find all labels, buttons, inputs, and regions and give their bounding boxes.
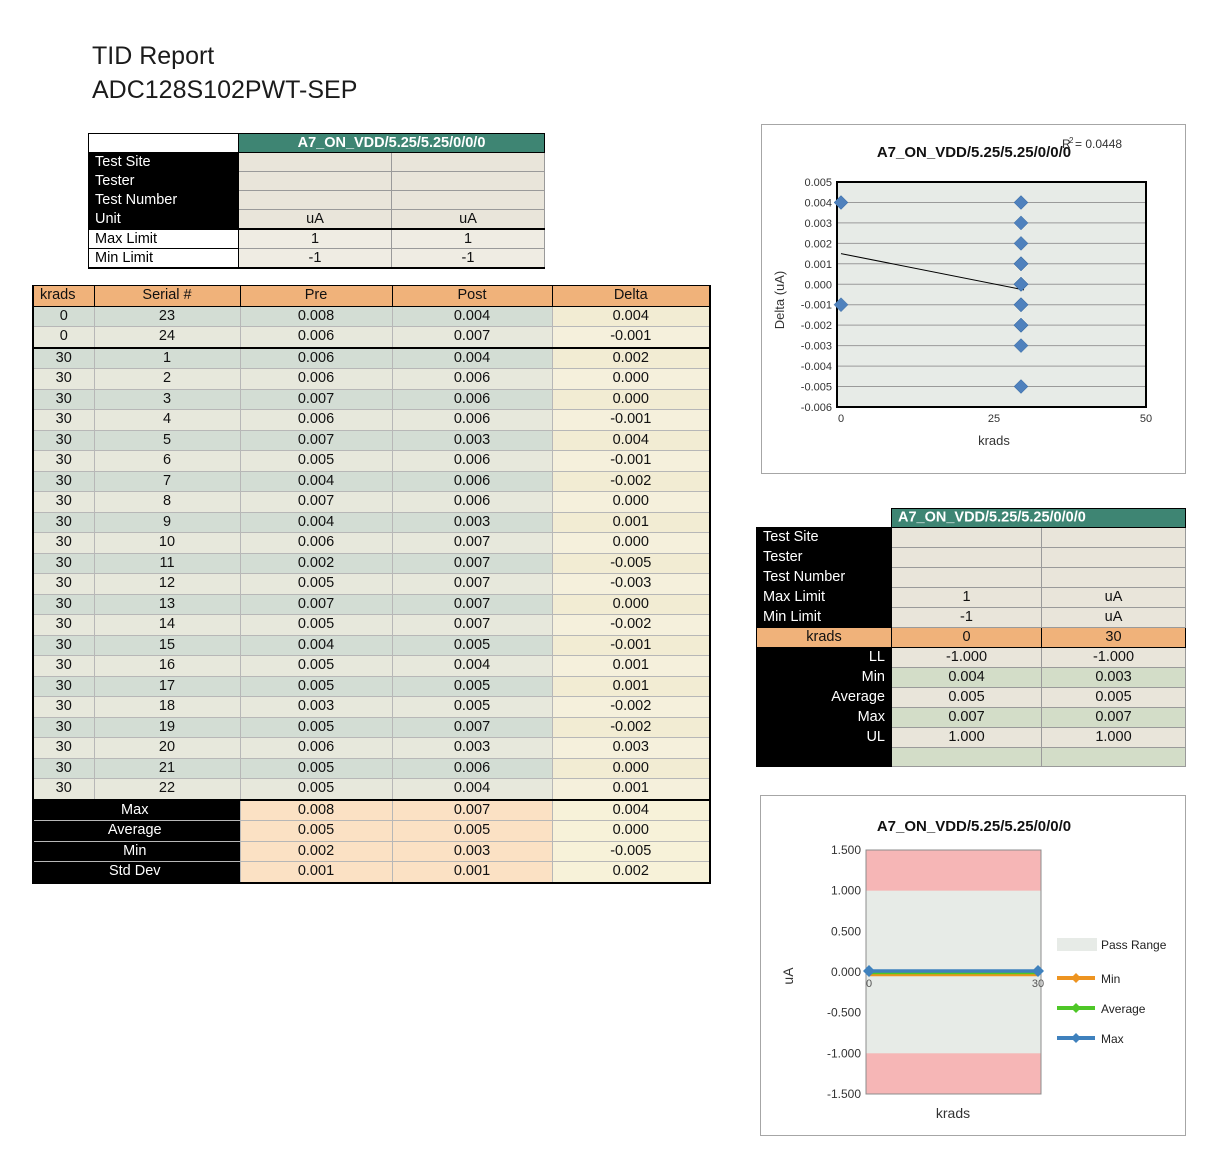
svg-text:0.005: 0.005 — [804, 177, 832, 189]
svg-text:= 0.0448: = 0.0448 — [1075, 137, 1122, 151]
svg-text:A7_ON_VDD/5.25/5.25/0/0/0: A7_ON_VDD/5.25/5.25/0/0/0 — [877, 818, 1071, 835]
svg-text:0.001: 0.001 — [804, 259, 832, 271]
svg-text:2: 2 — [1069, 136, 1074, 145]
svg-text:25: 25 — [988, 413, 1000, 425]
svg-text:0: 0 — [866, 978, 872, 990]
svg-text:-0.006: -0.006 — [801, 402, 832, 414]
svg-text:1.500: 1.500 — [831, 843, 861, 857]
svg-text:uA: uA — [780, 967, 796, 985]
svg-text:0.004: 0.004 — [804, 198, 832, 210]
svg-text:Min: Min — [1101, 972, 1120, 986]
svg-text:Delta (uA): Delta (uA) — [772, 271, 787, 330]
svg-text:-0.004: -0.004 — [801, 361, 832, 373]
svg-text:0: 0 — [838, 413, 844, 425]
svg-text:-0.002: -0.002 — [801, 320, 832, 332]
svg-text:0.000: 0.000 — [831, 965, 861, 979]
svg-text:Average: Average — [1101, 1002, 1146, 1016]
svg-text:0.000: 0.000 — [804, 279, 832, 291]
svg-text:Pass Range: Pass Range — [1101, 938, 1167, 952]
svg-text:30: 30 — [1032, 978, 1044, 990]
svg-text:krads: krads — [936, 1105, 970, 1121]
svg-text:-1.500: -1.500 — [827, 1087, 861, 1101]
svg-text:50: 50 — [1140, 413, 1152, 425]
svg-text:0.002: 0.002 — [804, 238, 832, 250]
svg-text:A7_ON_VDD/5.25/5.25/0/0/0: A7_ON_VDD/5.25/5.25/0/0/0 — [877, 144, 1071, 161]
svg-text:Max: Max — [1101, 1032, 1124, 1046]
svg-text:krads: krads — [978, 433, 1010, 448]
svg-text:0.003: 0.003 — [804, 218, 832, 230]
svg-text:-0.500: -0.500 — [827, 1006, 861, 1020]
svg-text:1.000: 1.000 — [831, 884, 861, 898]
svg-text:-1.000: -1.000 — [827, 1046, 861, 1060]
svg-text:-0.005: -0.005 — [801, 382, 832, 394]
svg-text:0.500: 0.500 — [831, 924, 861, 938]
svg-text:-0.001: -0.001 — [801, 300, 832, 312]
svg-text:-0.003: -0.003 — [801, 341, 832, 353]
